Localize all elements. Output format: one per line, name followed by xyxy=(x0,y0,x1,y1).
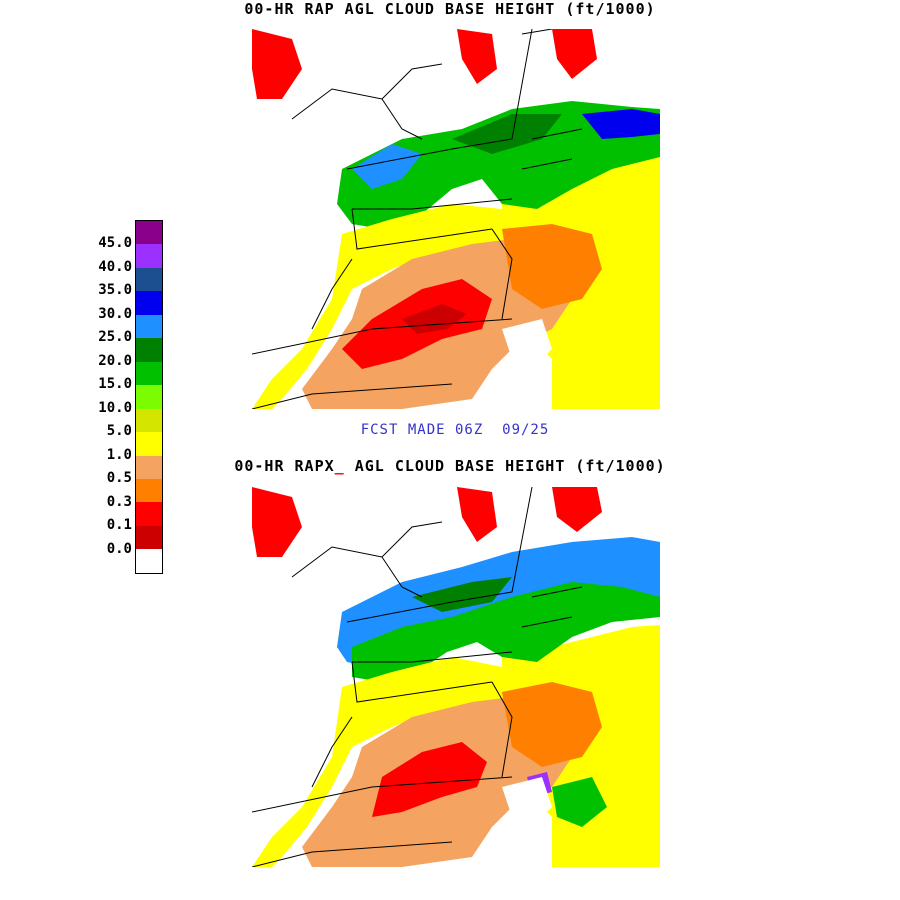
maine-red-patch xyxy=(552,29,597,79)
coastal-clear-area xyxy=(502,319,552,369)
legend-tick-label: 40.0 xyxy=(98,258,132,275)
dark-green-patch xyxy=(412,577,512,612)
legend-tick-label: 10.0 xyxy=(98,399,132,416)
legend-tick-label: 0.0 xyxy=(106,540,132,557)
legend-tick-label: 45.0 xyxy=(98,235,132,252)
legend-tick-label: 15.0 xyxy=(98,376,132,393)
legend-swatch xyxy=(136,502,162,526)
top-panel-title: 00-HR RAP AGL CLOUD BASE HEIGHT (ft/1000… xyxy=(0,0,900,18)
legend-swatch xyxy=(136,314,162,339)
bottom-title-suffix: AGL CLOUD BASE HEIGHT (ft/1000) xyxy=(344,457,666,475)
dark-red-cloud-region xyxy=(402,304,467,334)
bottom-title-prefix: 00-HR RAPX xyxy=(234,457,335,475)
northern-green-band xyxy=(352,582,660,682)
legend-tick-label: 0.1 xyxy=(106,517,132,534)
legend-tick-label: 1.0 xyxy=(106,446,132,463)
legend-swatch xyxy=(136,221,162,245)
north-red-patch xyxy=(457,487,497,542)
legend-tick-label: 20.0 xyxy=(98,352,132,369)
legend-tick-label: 30.0 xyxy=(98,305,132,322)
forecast-made-label: FCST MADE 06Z 09/25 xyxy=(360,422,550,438)
legend-tick-label: 0.5 xyxy=(106,470,132,487)
bottom-title-accent: _ xyxy=(334,457,345,475)
offshore-orange-region xyxy=(502,682,602,767)
coastal-clear-area xyxy=(502,777,552,827)
legend-swatch xyxy=(136,267,162,292)
legend-tick-label: 0.3 xyxy=(106,493,132,510)
bottom-cloud-base-map xyxy=(252,487,660,867)
offshore-orange-region xyxy=(502,224,602,309)
legend-color-bar xyxy=(135,220,163,574)
legend-tick-label: 5.0 xyxy=(106,423,132,440)
great-lakes-red-patch xyxy=(252,29,302,99)
legend-tick-label: 35.0 xyxy=(98,282,132,299)
legend-swatch xyxy=(136,478,162,503)
top-title-prefix: 00-HR RAP xyxy=(244,0,345,18)
top-map-svg xyxy=(252,29,660,409)
top-cloud-base-map xyxy=(252,29,660,409)
legend-swatch xyxy=(136,385,162,409)
legend-swatch xyxy=(136,361,162,386)
northern-green-band xyxy=(337,101,660,229)
offshore-green-patch xyxy=(552,777,607,827)
great-lakes-red-patch xyxy=(252,487,302,557)
state-boundaries xyxy=(252,487,583,867)
northern-blue-patch xyxy=(352,144,422,189)
bottom-map-svg xyxy=(252,487,660,867)
legend-swatch xyxy=(136,291,162,315)
legend-swatch xyxy=(136,408,162,433)
top-title-suffix: AGL CLOUD BASE HEIGHT (ft/1000) xyxy=(344,0,656,18)
north-red-patch xyxy=(457,29,497,84)
northeast-blue-patch xyxy=(582,109,660,139)
legend-swatch xyxy=(136,432,162,456)
maine-red-patch xyxy=(552,487,602,532)
legend-swatch xyxy=(136,549,162,573)
legend-swatch xyxy=(136,244,162,268)
legend-swatch xyxy=(136,338,162,362)
legend-swatch xyxy=(136,525,162,550)
red-cloud-region xyxy=(372,742,487,817)
legend-tick-label: 25.0 xyxy=(98,329,132,346)
legend-swatch xyxy=(136,455,162,479)
state-boundaries xyxy=(252,29,583,409)
bottom-panel-title: 00-HR RAPX_ AGL CLOUD BASE HEIGHT (ft/10… xyxy=(0,457,900,475)
